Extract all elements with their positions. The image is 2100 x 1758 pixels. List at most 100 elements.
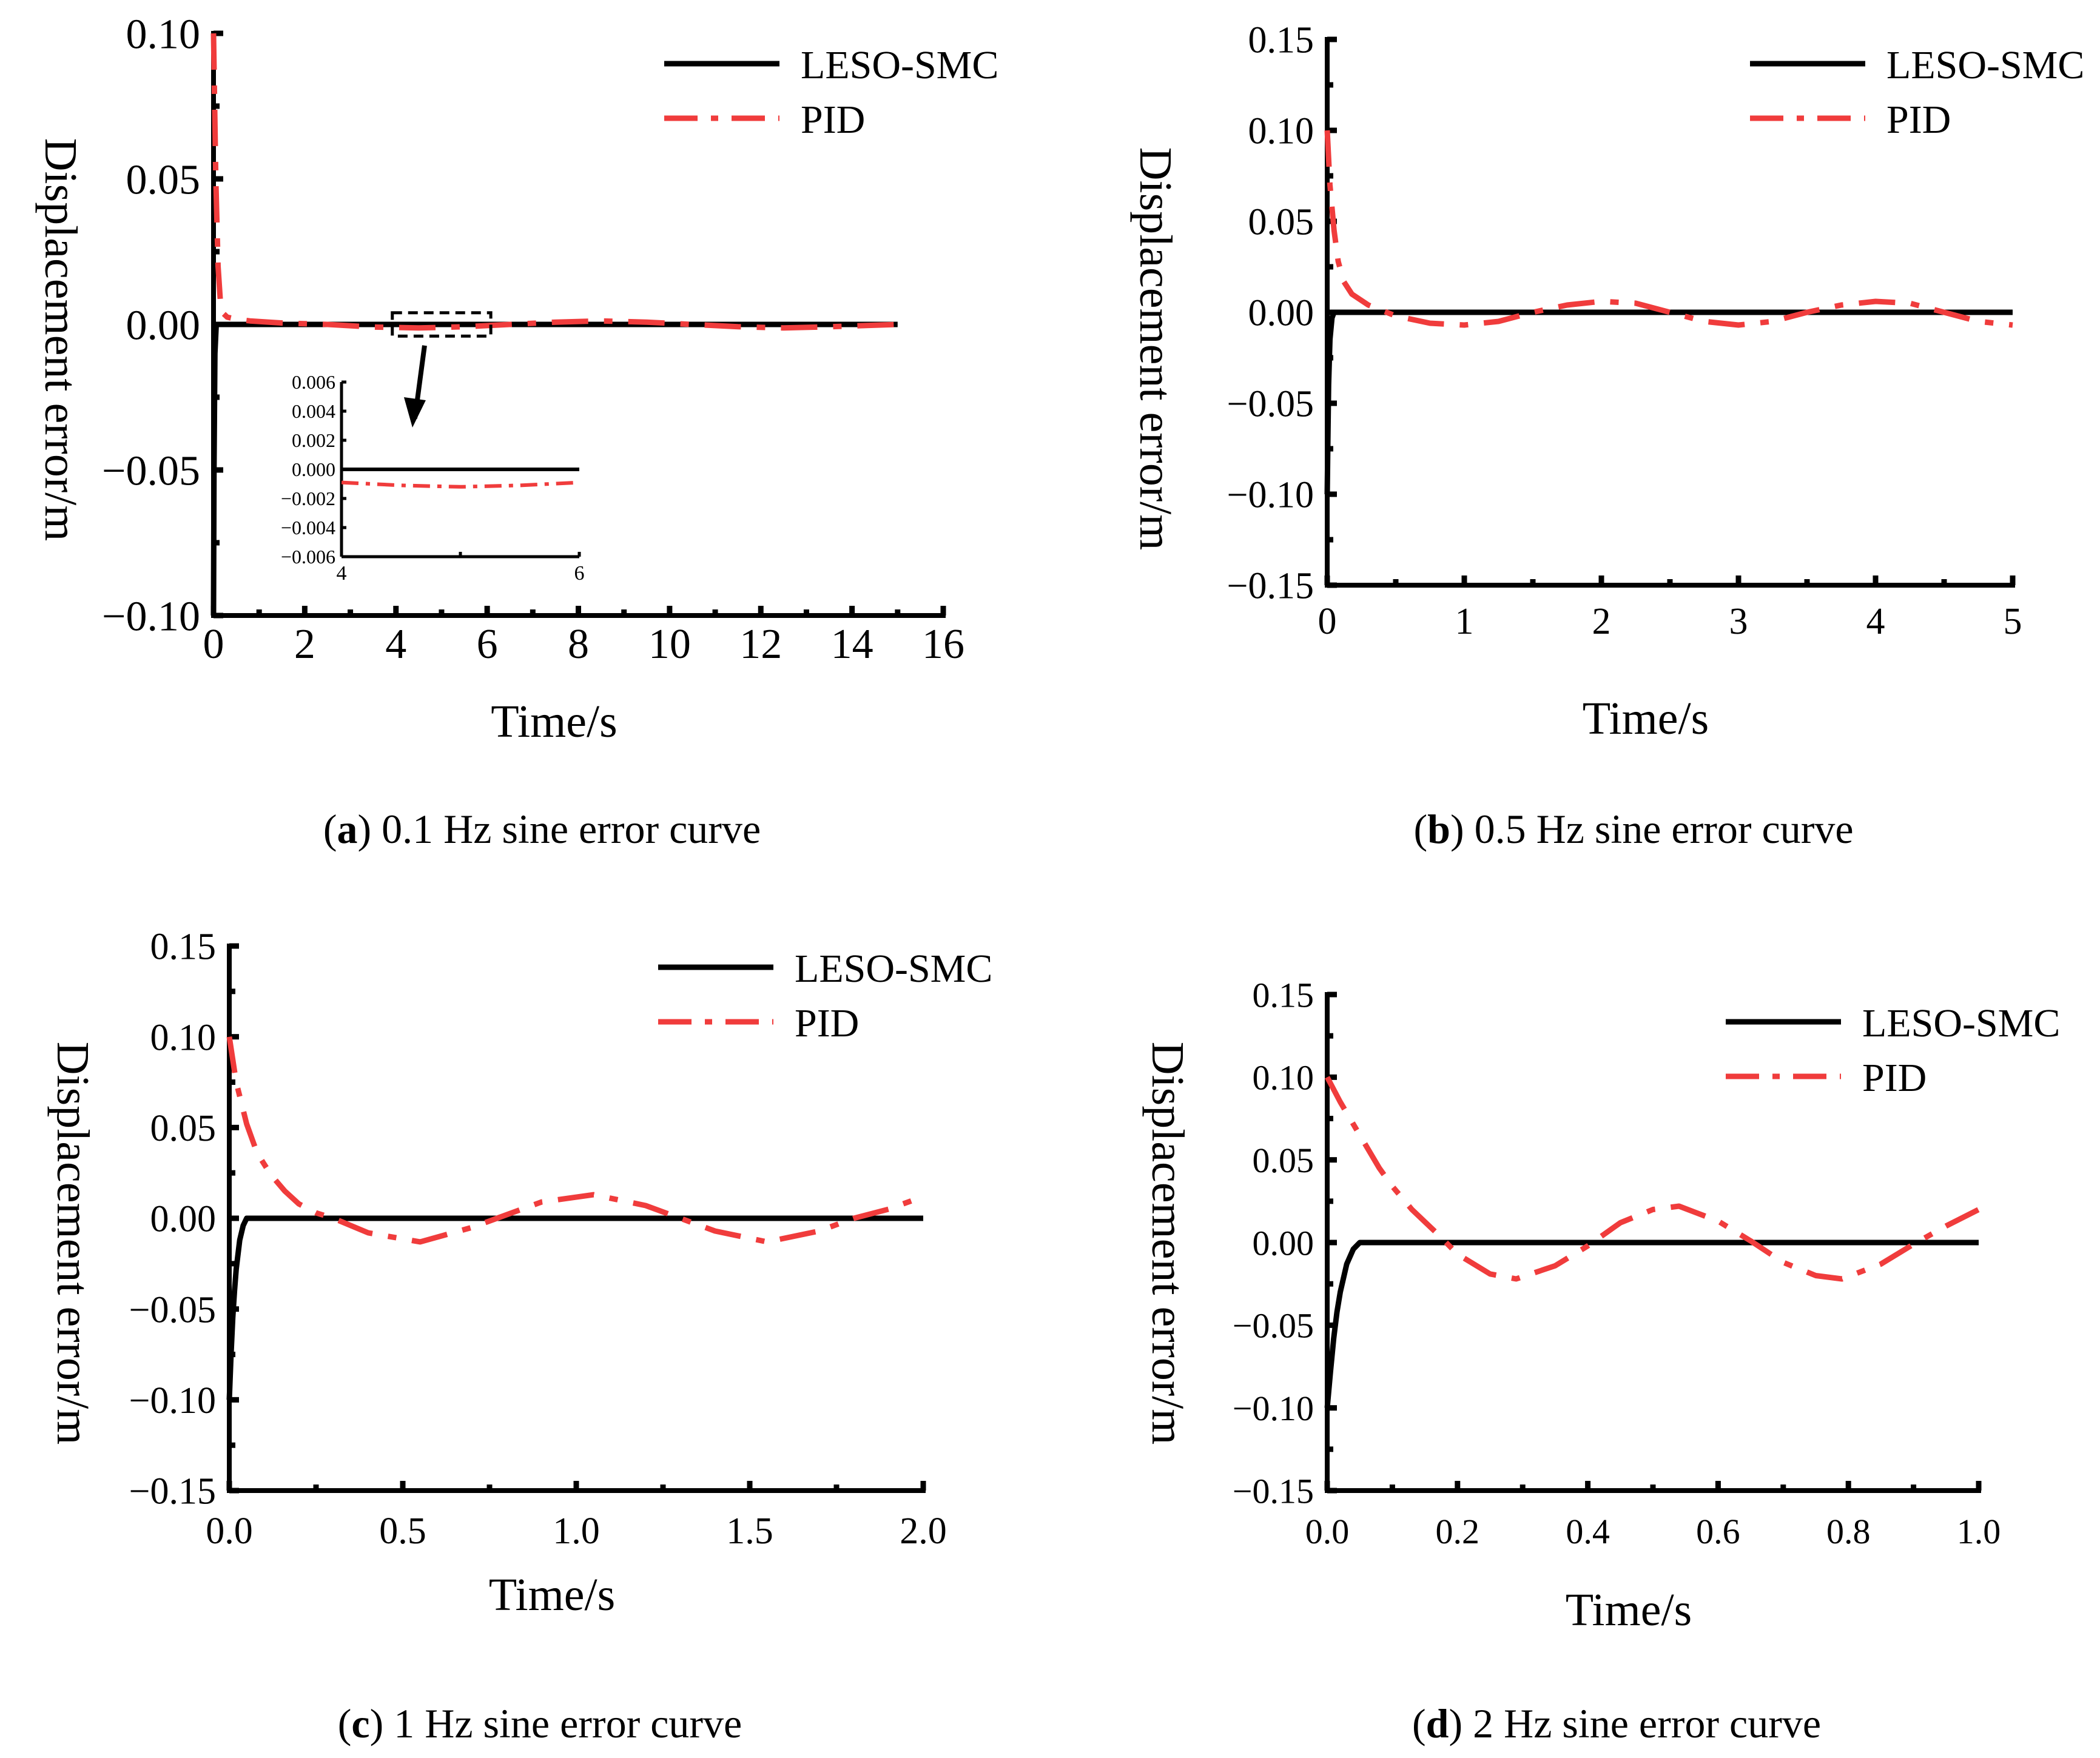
y-axis-label: Displacement error/m: [35, 138, 86, 542]
caption-letter: d: [1426, 1700, 1449, 1746]
legend-label: LESO-SMC: [1886, 43, 2084, 87]
y-tick-label: 0.00: [150, 1199, 217, 1240]
y-tick-label: 0.05: [1253, 1141, 1314, 1180]
y-tick-label: 0.10: [1253, 1058, 1314, 1098]
y-axis-label: Displacement error/m: [47, 1042, 98, 1445]
caption-paren: (: [1413, 806, 1427, 852]
x-tick-label: 2: [1592, 601, 1611, 642]
caption-letter: c: [351, 1700, 369, 1746]
y-tick-label: −0.15: [1233, 1471, 1314, 1511]
x-tick-label: 1.0: [553, 1511, 600, 1552]
x-tick-label: 12: [739, 621, 782, 668]
y-axis-label: Displacement error/m: [1130, 147, 1181, 551]
y-tick-label: −0.05: [129, 1289, 216, 1330]
series-pid: [1325, 1076, 1981, 1282]
x-tick-label: 0.0: [206, 1511, 253, 1552]
caption-paren: (: [323, 806, 337, 852]
x-axis-label: Time/s: [1566, 1585, 1692, 1636]
x-tick-label: 4: [385, 621, 406, 668]
panel-a: 0 2 4 6 8 10 12 14 16 0.10 0.05 0.00 −0.05 −0.10 Time/…: [35, 12, 998, 853]
x-tick-label: 14: [831, 621, 873, 668]
y-tick-label: 0.15: [1253, 975, 1314, 1015]
caption-text: 1 Hz sine error curve: [383, 1700, 742, 1746]
x-tick-label: 0.0: [1305, 1512, 1350, 1551]
x-tick-label: 1.0: [1957, 1512, 2001, 1551]
x-tick-label: 0: [1318, 601, 1337, 642]
inset-x-tick-label: 6: [574, 562, 585, 585]
y-tick-label: 0.00: [1248, 293, 1314, 334]
caption-letter: b: [1427, 806, 1450, 852]
legend-label: PID: [795, 1001, 859, 1045]
zoom-arrow-head: [403, 397, 426, 428]
series-leso-smc: [210, 321, 898, 616]
x-tick-label: 10: [648, 621, 691, 668]
inset-y-tick-label: −0.004: [281, 517, 335, 538]
panel-caption: (b) 0.5 Hz sine error curve: [1413, 806, 1853, 852]
x-tick-label: 4: [1866, 601, 1885, 642]
y-tick-label: 0.00: [1253, 1223, 1314, 1263]
y-tick-label: −0.10: [129, 1380, 216, 1421]
series-pid: [210, 33, 898, 331]
x-tick-label: 0.4: [1566, 1512, 1610, 1551]
panel-c: 0.0 0.5 1.0 1.5 2.0 0.15 0.10 0.05 0.00 −0.05 −0.1…: [47, 927, 992, 1746]
caption-paren: (: [338, 1700, 352, 1746]
x-axis-label: Time/s: [1583, 693, 1709, 744]
x-tick-label: 0.8: [1826, 1512, 1871, 1551]
y-tick-label: −0.15: [129, 1471, 216, 1512]
caption-paren: ): [358, 806, 372, 852]
x-axis-label: Time/s: [489, 1569, 615, 1620]
y-tick-label: 0.05: [1248, 202, 1314, 243]
series-pid: [1324, 130, 2013, 328]
inset-x-tick-label: 4: [337, 562, 347, 585]
x-tick-label: 1: [1455, 601, 1474, 642]
series-leso-smc: [1324, 309, 2013, 495]
y-tick-label: 0.05: [150, 1108, 217, 1149]
y-tick-label: 0.15: [1248, 20, 1314, 61]
y-tick-label: −0.10: [102, 594, 200, 640]
legend: LESO-SMC PID: [664, 43, 998, 142]
inset-y-tick-label: −0.002: [281, 488, 335, 509]
inset-y-tick-label: 0.006: [292, 371, 335, 393]
zoom-box: [391, 311, 493, 338]
series-pid: [226, 1036, 924, 1245]
series-leso-smc: [226, 1215, 923, 1400]
y-tick-label: 0.00: [126, 303, 201, 349]
panel-b: 0 1 2 3 4 5 0.15 0.10 0.05 0.00 −0.05 −0.10 −0.15 Tim…: [1130, 20, 2084, 852]
series-leso-smc: [1324, 1240, 1979, 1409]
y-tick-label: −0.10: [1233, 1389, 1314, 1428]
caption-text: 0.1 Hz sine error curve: [371, 806, 761, 852]
y-tick-label: −0.10: [1227, 475, 1314, 516]
inset-y-tick-label: 0.002: [292, 429, 335, 451]
caption-paren: ): [370, 1700, 384, 1746]
x-tick-label: 0.5: [379, 1511, 426, 1552]
panel-d: 0.0 0.2 0.4 0.6 0.8 1.0 0.15 0.10 0.05 0.00 −0.05 −…: [1142, 975, 2060, 1746]
panel-caption: (d) 2 Hz sine error curve: [1412, 1700, 1821, 1746]
x-tick-label: 0: [203, 621, 224, 668]
caption-paren: (: [1412, 1700, 1426, 1746]
x-tick-label: 8: [568, 621, 589, 668]
y-tick-label: −0.15: [1227, 566, 1314, 607]
y-tick-label: −0.05: [1227, 384, 1314, 425]
x-tick-label: 2: [294, 621, 315, 668]
caption-text: 0.5 Hz sine error curve: [1464, 806, 1854, 852]
inset-y-tick-label: 0.004: [292, 400, 335, 422]
y-tick-label: 0.10: [150, 1017, 217, 1058]
x-tick-label: 16: [922, 621, 964, 668]
y-tick-label: 0.15: [150, 927, 217, 968]
x-tick-label: 2.0: [900, 1511, 947, 1552]
x-tick-label: 5: [2004, 601, 2022, 642]
caption-paren: ): [1449, 1700, 1462, 1746]
caption-paren: ): [1450, 806, 1464, 852]
legend: LESO-SMC PID: [1750, 43, 2084, 142]
y-tick-label: 0.10: [126, 12, 201, 58]
legend-label: LESO-SMC: [795, 947, 992, 991]
legend-label: LESO-SMC: [1862, 1001, 2060, 1045]
x-tick-label: 0.6: [1696, 1512, 1740, 1551]
y-tick-label: 0.05: [126, 157, 201, 204]
panel-caption: (a) 0.1 Hz sine error curve: [323, 806, 761, 852]
legend-label: PID: [1862, 1056, 1927, 1100]
x-tick-label: 0.2: [1436, 1512, 1480, 1551]
caption-text: 2 Hz sine error curve: [1462, 1700, 1821, 1746]
y-tick-label: 0.10: [1248, 111, 1314, 152]
x-axis-label: Time/s: [491, 696, 617, 747]
